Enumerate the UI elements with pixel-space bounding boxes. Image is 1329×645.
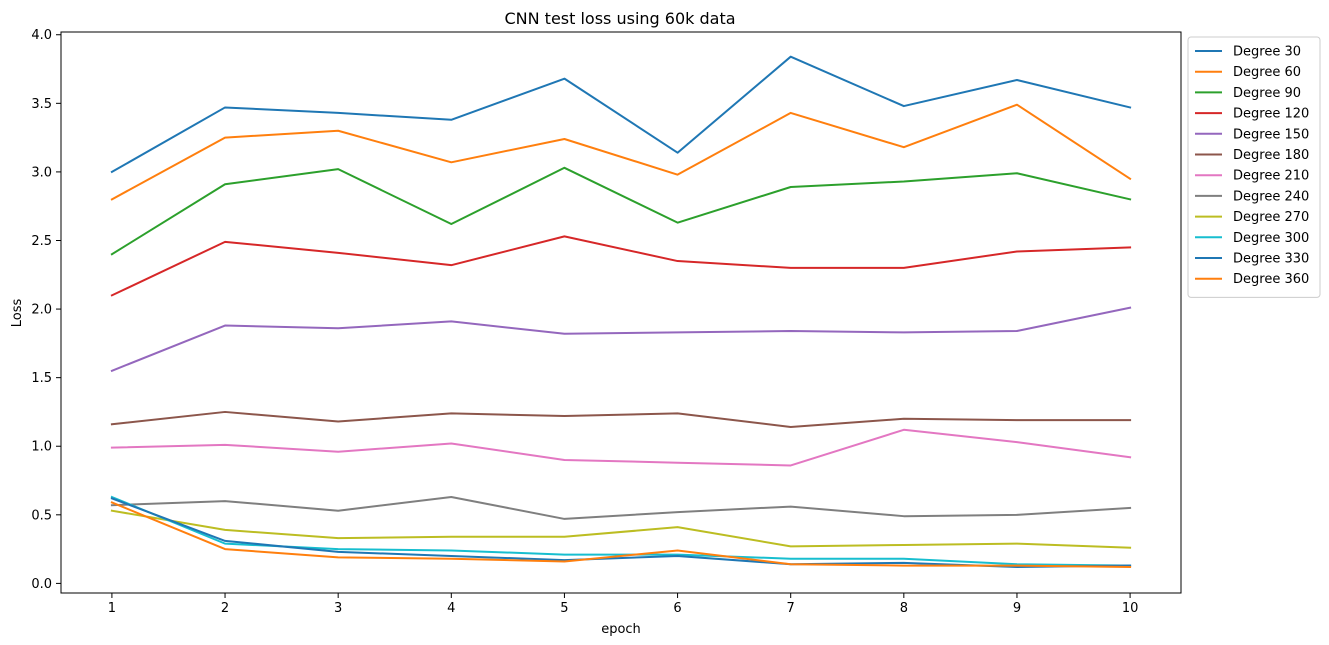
series-line-degree-30 bbox=[110, 55, 1132, 174]
legend-label: Degree 210 bbox=[1233, 169, 1309, 184]
series-line-degree-360 bbox=[110, 501, 1132, 568]
x-tick-label: 7 bbox=[787, 601, 795, 616]
legend-label: Degree 180 bbox=[1233, 148, 1309, 163]
y-tick-label: 1.0 bbox=[31, 440, 52, 455]
series-line-degree-270 bbox=[110, 509, 1132, 549]
legend-label: Degree 60 bbox=[1233, 65, 1301, 80]
y-tick-label: 2.0 bbox=[31, 303, 52, 318]
legend-label: Degree 360 bbox=[1233, 272, 1309, 287]
legend-label: Degree 330 bbox=[1233, 252, 1309, 267]
y-tick-label: 2.5 bbox=[31, 234, 52, 249]
series-line-degree-180 bbox=[110, 410, 1132, 429]
legend-label: Degree 90 bbox=[1233, 86, 1301, 101]
x-tick-label: 3 bbox=[334, 601, 342, 616]
legend-label: Degree 300 bbox=[1233, 231, 1309, 246]
legend-label: Degree 270 bbox=[1233, 210, 1309, 225]
series-line-degree-90 bbox=[110, 166, 1132, 256]
y-tick-label: 0.5 bbox=[31, 508, 52, 523]
legend-label: Degree 240 bbox=[1233, 189, 1309, 204]
legend-label: Degree 30 bbox=[1233, 45, 1301, 60]
y-tick-label: 1.5 bbox=[31, 371, 52, 386]
x-tick-label: 4 bbox=[447, 601, 455, 616]
y-tick-label: 3.0 bbox=[31, 165, 52, 180]
chart-title: CNN test loss using 60k data bbox=[504, 9, 735, 28]
legend-label: Degree 120 bbox=[1233, 107, 1309, 122]
y-axis-title: Loss bbox=[10, 299, 25, 328]
plot-frame bbox=[60, 31, 1182, 594]
series-line-degree-210 bbox=[110, 428, 1132, 467]
x-tick-label: 8 bbox=[900, 601, 908, 616]
y-tick-label: 3.5 bbox=[31, 97, 52, 112]
x-tick-label: 2 bbox=[221, 601, 229, 616]
legend: Degree 30 Degree 60 Degree 90 Degree 120 Deg… bbox=[1187, 36, 1321, 298]
legend-label: Degree 150 bbox=[1233, 127, 1309, 142]
series-line-degree-60 bbox=[110, 103, 1132, 201]
series-line-degree-150 bbox=[110, 306, 1132, 373]
y-tick-label: 4.0 bbox=[31, 28, 52, 43]
axes: 1 2 3 4 5 6 7 8 9 10 0.0 0.5 1.0 1.5 2.0 2.5 3.0 3.5 4.0 bbox=[31, 28, 1182, 616]
series-line-degree-120 bbox=[110, 235, 1132, 297]
x-axis-title: epoch bbox=[601, 622, 641, 637]
x-tick-label: 6 bbox=[673, 601, 681, 616]
legend-box bbox=[1187, 36, 1321, 298]
series-line-degree-240 bbox=[110, 495, 1132, 520]
x-tick-label: 10 bbox=[1122, 601, 1139, 616]
x-tick-label: 9 bbox=[1013, 601, 1021, 616]
plot-area bbox=[110, 55, 1132, 568]
x-tick-label: 5 bbox=[560, 601, 568, 616]
y-tick-label: 0.0 bbox=[31, 577, 52, 592]
x-tick-label: 1 bbox=[108, 601, 116, 616]
